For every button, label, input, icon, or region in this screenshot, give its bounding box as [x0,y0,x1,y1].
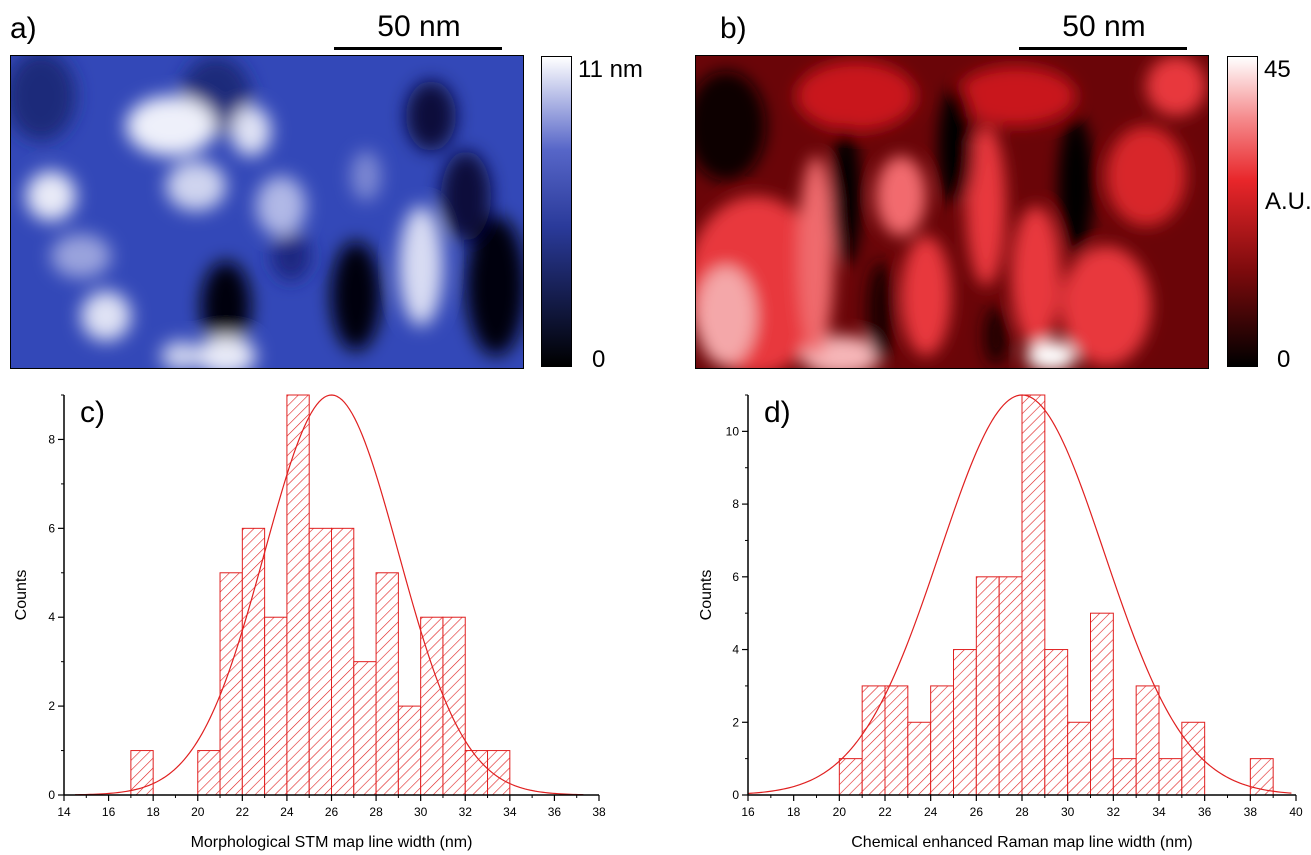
histogram-d-x-tick-label: 28 [1015,805,1029,819]
histogram-d-x-tick-label: 18 [787,805,801,819]
histogram-c-x-tick-label: 22 [236,805,250,819]
raman-intensity-map [695,55,1209,369]
histogram-d-x-tick-label: 24 [924,805,938,819]
histogram-c-bar [286,394,310,796]
histogram-d-x-tick-label: 16 [741,805,755,819]
histogram-d: 16 18 20 22 24 26 28 30 32 34 36 38 400246810Chemica… [698,394,1303,851]
histogram-c-y-axis-label: Counts [13,570,30,621]
histogram-d-y-axis-label: Counts [698,570,715,621]
histogram-c-x-tick-label: 16 [102,805,116,819]
raman-colorbar-unit-label: A.U. [1265,188,1311,215]
histogram-d-x-tick-label: 22 [878,805,892,819]
stm-colorbar-min-label: 0 [592,346,606,373]
histogram-d-y-tick-label: 10 [726,424,740,438]
histogram-c-x-tick-label: 20 [191,805,205,819]
histogram-d-x-tick-label: 34 [1152,805,1166,819]
histogram-c-x-tick-label: 18 [146,805,160,819]
scale-bar-b [1019,47,1187,50]
histogram-d-bar [1044,649,1069,796]
stm-colorbar-max-label: 11 nm [578,56,643,83]
histogram-c-x-tick-label: 32 [459,805,473,819]
panel-c-label: c) [80,396,105,429]
histogram-c-bar [442,616,466,796]
histogram-d-bar [1135,685,1160,796]
histogram-c-y-tick-label: 2 [48,699,55,713]
histogram-d-bar [1158,758,1183,796]
scale-bar-a-label: 50 nm [377,10,461,43]
histogram-c-y-tick-label: 4 [48,610,55,624]
histogram-c-bar [241,527,266,796]
histogram-d-bar [1021,394,1046,796]
histogram-c-x-tick-label: 26 [325,805,339,819]
histogram-d-x-tick-label: 40 [1289,805,1303,819]
histogram-d-x-tick-label: 36 [1198,805,1212,819]
histogram-d-x-axis-label: Chemical enhanced Raman map line width (… [851,834,1193,851]
histogram-d-x-tick-label: 32 [1107,805,1121,819]
histogram-d-x-tick-label: 38 [1244,805,1258,819]
histogram-c-bar [420,616,444,796]
histogram-c-bar [375,572,399,796]
histogram-c-x-tick-label: 36 [548,805,562,819]
histogram-c-y-tick-label: 0 [48,788,55,802]
raman-colorbar [1227,56,1258,367]
histogram-d-x-tick-label: 30 [1061,805,1075,819]
histogram-d-bar [930,685,955,796]
histogram-c-bar [353,661,377,796]
stm-colorbar [541,56,572,367]
histogram-c-y-tick-label: 6 [48,521,55,535]
histogram-d-y-tick-label: 8 [732,497,739,511]
histogram-d-y-tick-label: 2 [732,715,739,729]
histogram-d-gaussian-fit [747,394,1292,795]
raman-colorbar-max-label: 45 [1264,56,1291,83]
raman-colorbar-min-label: 0 [1277,346,1291,373]
histogram-c-x-tick-label: 38 [592,805,606,819]
histogram-c-bar [308,527,333,796]
histogram-c-bar [397,705,422,796]
histogram-d-bar [975,576,1000,796]
histogram-d-x-tick-label: 26 [970,805,984,819]
histogram-c-x-tick-label: 34 [503,805,517,819]
histogram-d-y-tick-label: 6 [732,570,739,584]
scale-bar-a [334,47,502,50]
histogram-d-y-tick-label: 0 [732,788,739,802]
histogram-d-bar [998,576,1023,796]
panel-a-label: a) [10,12,37,45]
histogram-c-x-tick-label: 14 [57,805,71,819]
histogram-c-bar [331,527,355,796]
histogram-d-bar [838,758,863,796]
histogram-c: 14 16 18 20 22 24 26 28 30 32 34 36 3802468Morpholog… [13,394,606,851]
histogram-d-bar [953,649,977,796]
histogram-c-x-tick-label: 28 [369,805,383,819]
histogram-d-bar [884,685,909,796]
panel-d-label: d) [764,396,791,429]
histogram-c-bar [487,750,511,796]
raman-map-image [696,56,1208,368]
histogram-c-bar [197,750,221,796]
histogram-d-y-tick-label: 4 [732,643,739,657]
histogram-c-y-tick-label: 8 [48,432,55,446]
panel-b-label: b) [720,12,747,45]
histogram-c-bar [264,616,288,796]
stm-map-image [11,56,523,368]
histogram-c-x-tick-label: 24 [280,805,294,819]
histogram-d-x-tick-label: 20 [833,805,847,819]
scale-bar-b-label: 50 nm [1062,10,1146,43]
histogram-c-gaussian-fit [75,394,584,796]
histogram-d-bar [1112,758,1137,796]
histogram-c-x-axis-label: Morphological STM map line width (nm) [191,834,473,851]
stm-topography-map [10,55,524,369]
histogram-d-bar [907,721,932,796]
histogram-c-bar [219,572,243,796]
histogram-d-bar [1090,612,1114,796]
histogram-c-x-tick-label: 30 [414,805,428,819]
histogram-d-bar [1067,721,1091,796]
